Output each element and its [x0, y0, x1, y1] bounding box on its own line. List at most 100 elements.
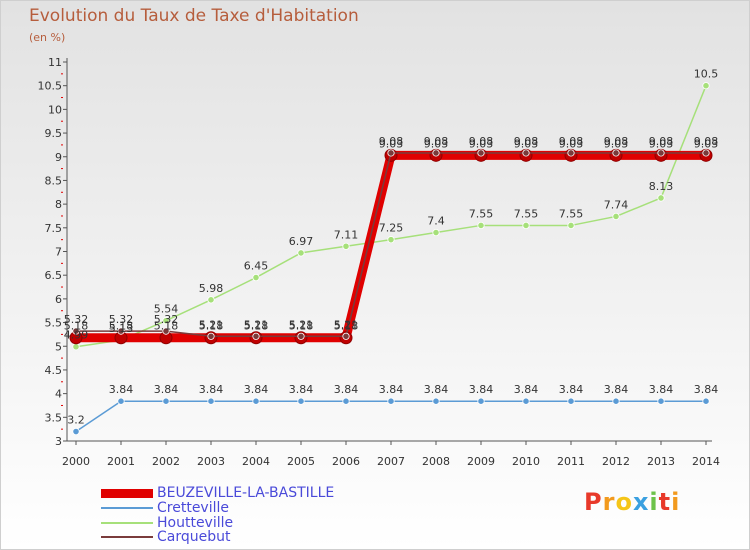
point-carquebut-2008: [432, 149, 440, 157]
point-carquebut-2003: [207, 332, 215, 340]
logo-letter-1: r: [602, 488, 616, 516]
point-cretteville-2014: [702, 397, 710, 405]
data-label-beuzeville-la-bastille-2009: 9.03: [469, 137, 494, 150]
data-label-carquebut-2008: 9.08: [424, 135, 449, 148]
data-label-houtteville-2010: 7.55: [514, 207, 539, 220]
data-label-carquebut-2014: 9.08: [694, 135, 719, 148]
data-label-beuzeville-la-bastille-2011: 9.03: [559, 137, 584, 150]
data-label-houtteville-2012: 7.74: [604, 198, 629, 211]
legend-label-carquebut: Carquebut: [157, 529, 231, 545]
legend-swatch-cretteville: [101, 507, 153, 509]
data-label-carquebut-2012: 9.08: [604, 135, 629, 148]
point-cretteville-2001: [117, 397, 125, 405]
data-label-beuzeville-la-bastille-2012: 9.03: [604, 137, 629, 150]
data-label-beuzeville-la-bastille-2005: 5.18: [289, 320, 314, 333]
data-label-carquebut-2007: 9.08: [379, 135, 404, 148]
data-label-houtteville-2001: 5.13: [109, 322, 134, 335]
data-label-houtteville-2014: 10.5: [694, 68, 719, 81]
data-label-carquebut-2000: 5.32: [64, 313, 89, 326]
data-label-beuzeville-la-bastille-2008: 9.03: [424, 137, 449, 150]
point-cretteville-2004: [252, 397, 260, 405]
chart-title: Evolution du Taux de Taxe d'Habitation: [29, 6, 359, 26]
point-carquebut-2007: [387, 149, 395, 157]
y-tick-label-9: 7.5: [45, 222, 63, 235]
data-label-cretteville-2004: 3.84: [244, 383, 269, 396]
x-tick-label-2004: 2004: [242, 455, 270, 468]
x-tick-label-2013: 2013: [647, 455, 675, 468]
logo-letter-4: i: [649, 488, 659, 516]
point-carquebut-2009: [477, 149, 485, 157]
data-label-cretteville-2008: 3.84: [424, 383, 449, 396]
legend-item-carquebut: Carquebut: [101, 530, 231, 544]
data-label-cretteville-2002: 3.84: [154, 383, 179, 396]
chart-subtitle: (en %): [29, 31, 66, 44]
y-tick-label-5: 5.5: [45, 317, 63, 330]
logo-letter-0: P: [584, 488, 603, 516]
point-cretteville-2011: [567, 397, 575, 405]
data-label-cretteville-2006: 3.84: [334, 383, 359, 396]
legend-label-cretteville: Cretteville: [157, 500, 229, 516]
data-label-beuzeville-la-bastille-2000: 5.18: [64, 320, 89, 333]
data-label-houtteville-2000: 4.99: [64, 329, 89, 342]
data-label-beuzeville-la-bastille-2003: 5.18: [199, 320, 224, 333]
legend-label-beuzeville: BEUZEVILLE-LA-BASTILLE: [157, 485, 335, 501]
data-label-carquebut-2011: 9.08: [559, 135, 584, 148]
point-carquebut-2001: [117, 327, 125, 335]
data-label-carquebut-2002: 5.32: [154, 313, 179, 326]
data-label-houtteville-2013: 8.13: [649, 180, 674, 193]
point-houtteville-2002: [162, 317, 170, 325]
data-label-houtteville-2004: 6.45: [244, 260, 269, 273]
data-label-beuzeville-la-bastille-2002: 5.18: [154, 320, 179, 333]
data-label-carquebut-2009: 9.08: [469, 135, 494, 148]
y-tick-label-13: 9.5: [45, 127, 63, 140]
legend-label-houtteville: Houtteville: [157, 515, 234, 531]
logo-letter-5: t: [658, 488, 672, 516]
data-label-cretteville-2003: 3.84: [199, 383, 224, 396]
point-houtteville-2000: [72, 343, 80, 351]
point-cretteville-2007: [387, 397, 395, 405]
logo-letter-6: i: [671, 488, 681, 516]
logo-letter-3: x: [632, 488, 650, 516]
legend-swatch-carquebut: [101, 536, 153, 538]
logo-letter-2: o: [615, 488, 633, 516]
y-tick-label-12: 9: [55, 151, 62, 164]
point-houtteville-2007: [387, 236, 395, 244]
point-houtteville-2009: [477, 221, 485, 230]
y-tick-label-11: 8.5: [45, 174, 63, 187]
point-houtteville-2003: [207, 296, 215, 304]
y-tick-label-14: 10: [48, 103, 62, 116]
point-cretteville-2010: [522, 397, 530, 405]
point-cretteville-2000: [72, 427, 80, 436]
point-houtteville-2011: [567, 221, 575, 230]
data-label-cretteville-2001: 3.84: [109, 383, 134, 396]
point-cretteville-2003: [207, 397, 215, 405]
y-tick-label-7: 6.5: [45, 269, 63, 282]
y-tick-label-8: 7: [55, 246, 62, 259]
data-label-houtteville-2005: 6.97: [289, 235, 314, 248]
data-label-cretteville-2000: 3.2: [67, 414, 85, 427]
legend-swatch-houtteville: [101, 522, 153, 524]
point-houtteville-2014: [702, 82, 710, 90]
x-tick-label-2000: 2000: [62, 455, 90, 468]
point-houtteville-2012: [612, 212, 620, 221]
y-tick-label-4: 5: [55, 340, 62, 353]
point-cretteville-2013: [657, 397, 665, 405]
data-label-beuzeville-la-bastille-2013: 9.03: [649, 137, 674, 150]
data-label-beuzeville-la-bastille-2004: 5.18: [244, 320, 269, 333]
data-label-houtteville-2003: 5.98: [199, 282, 224, 295]
point-cretteville-2008: [432, 397, 440, 405]
series-line-cretteville: [75, 400, 706, 433]
y-tick-label-2: 4: [55, 388, 62, 401]
point-carquebut-2012: [612, 149, 620, 157]
point-houtteville-2008: [432, 228, 440, 237]
point-carquebut-2002: [162, 327, 170, 335]
point-carquebut-2004: [252, 332, 260, 340]
y-tick-label-10: 8: [55, 198, 62, 211]
x-tick-label-2002: 2002: [152, 455, 180, 468]
point-carquebut-2010: [522, 149, 530, 157]
x-tick-label-2008: 2008: [422, 455, 450, 468]
data-label-carquebut-2006: 5.21: [334, 318, 359, 331]
x-tick-label-2001: 2001: [107, 455, 135, 468]
point-carquebut-2000: [72, 327, 80, 335]
